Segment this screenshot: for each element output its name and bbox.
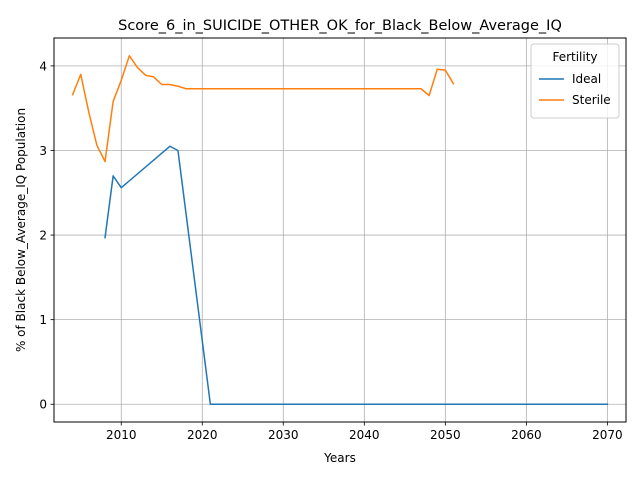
y-tick-label: 2 xyxy=(39,229,47,243)
series-line-ideal xyxy=(105,146,607,404)
legend: Fertility Ideal Sterile xyxy=(531,44,619,118)
x-tick-label: 2020 xyxy=(187,428,218,442)
x-tick-label: 2050 xyxy=(430,428,461,442)
legend-label-ideal: Ideal xyxy=(572,72,601,86)
series-line-sterile xyxy=(73,56,454,162)
x-axis-label: Years xyxy=(323,451,356,465)
y-tick-label: 4 xyxy=(39,59,47,73)
x-tick-label: 2010 xyxy=(106,428,137,442)
x-tick-label: 2060 xyxy=(511,428,542,442)
legend-label-sterile: Sterile xyxy=(572,93,611,107)
series-layer xyxy=(73,56,608,404)
chart-title: Score_6_in_SUICIDE_OTHER_OK_for_Black_Be… xyxy=(118,18,562,34)
legend-title: Fertility xyxy=(552,50,597,64)
y-tick-label: 1 xyxy=(39,313,47,327)
y-axis-label: % of Black Below_Average_IQ Population xyxy=(14,108,28,352)
y-tick-label: 0 xyxy=(39,398,47,412)
x-tick-label: 2040 xyxy=(349,428,380,442)
y-tick-label: 3 xyxy=(39,144,47,158)
x-tick-label: 2070 xyxy=(592,428,623,442)
x-tick-label: 2030 xyxy=(268,428,299,442)
